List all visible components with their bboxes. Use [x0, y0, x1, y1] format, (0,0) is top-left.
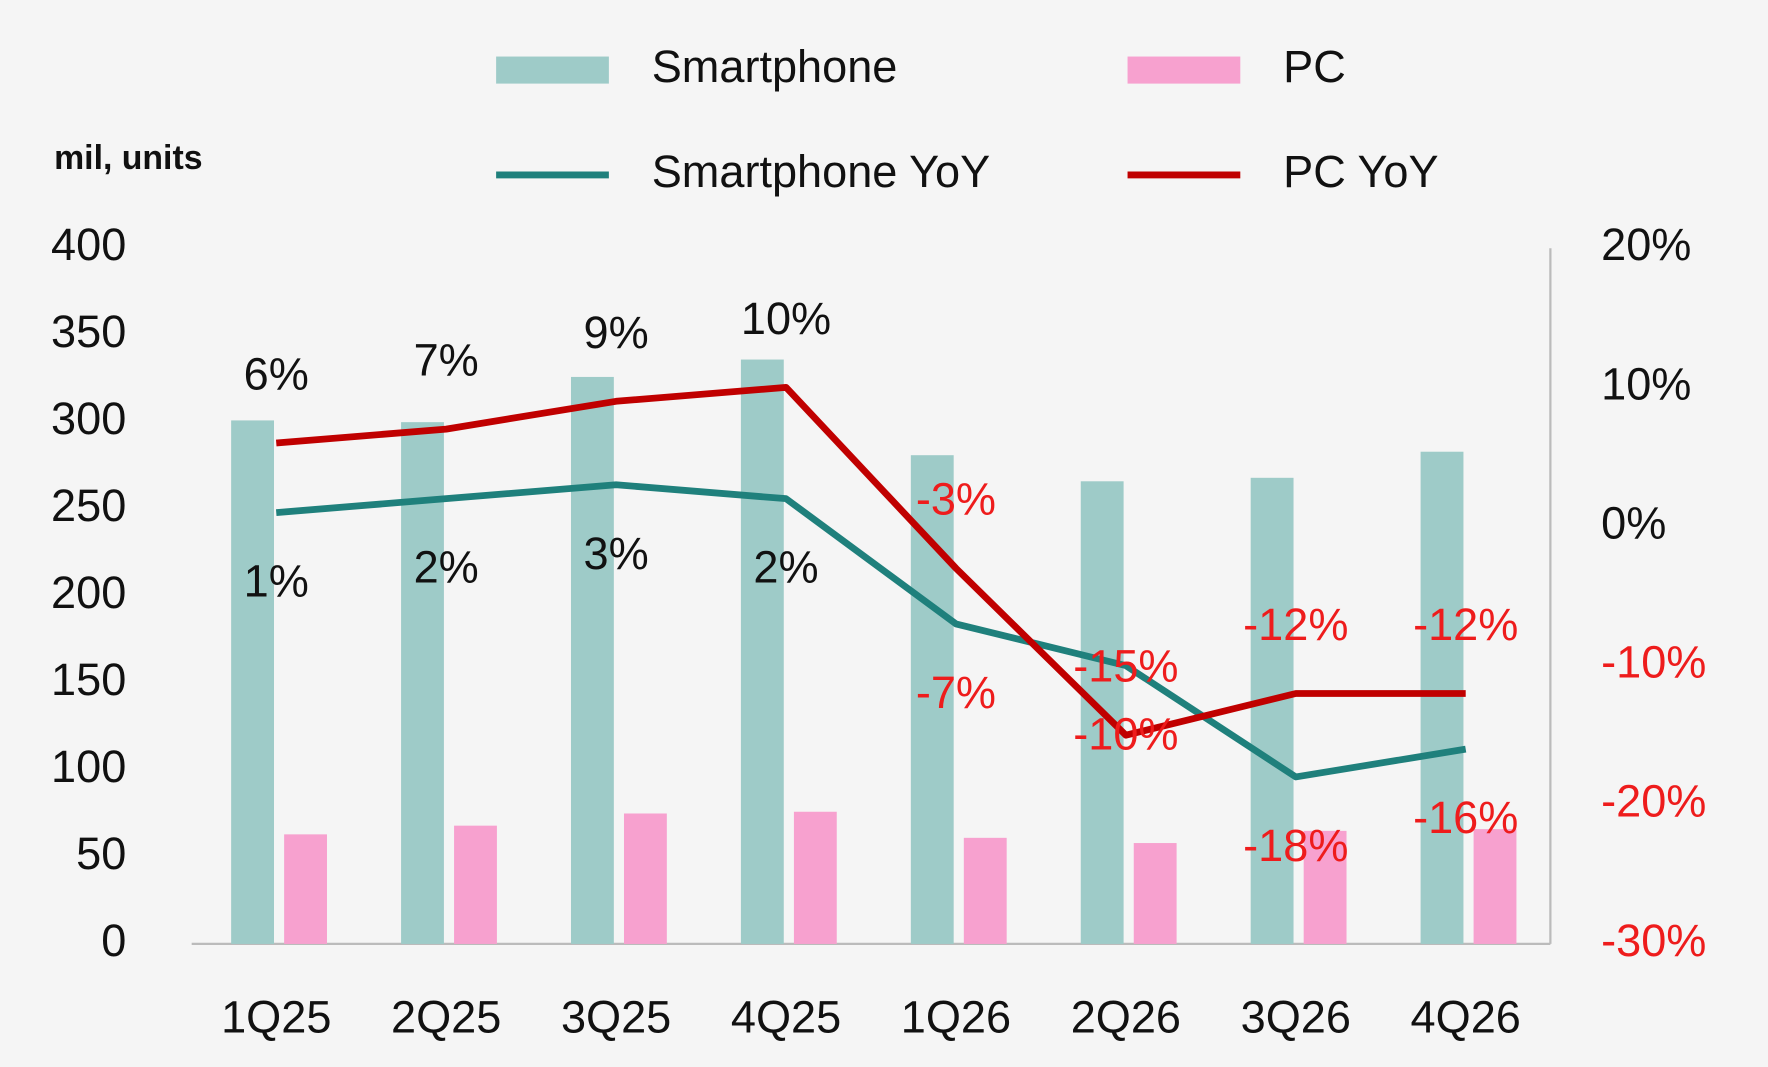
data-label: 6% — [244, 349, 309, 400]
x-tick-label: 3Q25 — [561, 992, 671, 1043]
bar — [910, 455, 954, 944]
data-label: -10% — [1073, 709, 1178, 760]
data-label: 9% — [584, 307, 649, 358]
data-label: -18% — [1243, 820, 1348, 871]
y-tick-label: 350 — [51, 306, 126, 357]
data-label: -12% — [1243, 599, 1348, 650]
y-tick-label: 100 — [51, 741, 126, 792]
legend-swatch — [1127, 56, 1241, 84]
x-tick-label: 2Q26 — [1071, 992, 1181, 1043]
bar — [623, 813, 667, 944]
data-label: 7% — [414, 335, 479, 386]
data-label: 1% — [244, 556, 309, 607]
x-tick-label: 2Q25 — [391, 992, 501, 1043]
bar — [231, 420, 274, 944]
y-tick-label: 400 — [51, 219, 126, 270]
x-tick-label: 4Q25 — [731, 992, 841, 1043]
data-label: -3% — [916, 474, 996, 525]
y-tick-label: 50 — [76, 828, 126, 879]
x-tick-label: 4Q26 — [1411, 992, 1521, 1043]
data-label: -7% — [916, 667, 996, 718]
y2-tick-label: -10% — [1601, 637, 1706, 688]
y-tick-label: 300 — [51, 393, 126, 444]
y2-tick-label: -30% — [1601, 915, 1706, 966]
y2-tick-label: 0% — [1601, 497, 1666, 548]
bar — [401, 422, 444, 944]
legend-label: Smartphone YoY — [652, 146, 990, 197]
data-label: 10% — [741, 293, 831, 344]
x-tick-label: 1Q26 — [901, 992, 1011, 1043]
bar — [1133, 843, 1177, 944]
legend-label: PC YoY — [1283, 146, 1438, 197]
y-tick-label: 0 — [101, 915, 126, 966]
y2-tick-label: 20% — [1601, 219, 1691, 270]
bar — [1303, 830, 1347, 944]
bar — [740, 359, 784, 944]
bar — [963, 837, 1007, 944]
bar — [793, 811, 837, 944]
y-axis-label: mil, units — [54, 139, 202, 177]
data-label: 2% — [414, 542, 479, 593]
bar — [1250, 477, 1294, 944]
line — [275, 481, 1467, 781]
data-label: -12% — [1413, 599, 1518, 650]
data-label: 3% — [584, 528, 649, 579]
bar — [1473, 829, 1517, 944]
bar — [454, 825, 497, 944]
legend-label: PC — [1283, 41, 1346, 92]
data-label: -16% — [1413, 792, 1518, 843]
x-tick-label: 1Q25 — [221, 992, 331, 1043]
y2-tick-label: -20% — [1601, 776, 1706, 827]
bar — [1420, 451, 1464, 944]
data-label: -15% — [1073, 641, 1178, 692]
y-tick-label: 200 — [51, 567, 126, 618]
x-tick-label: 3Q26 — [1241, 992, 1351, 1043]
y-tick-label: 150 — [51, 654, 126, 705]
line — [275, 383, 1466, 739]
y-tick-label: 250 — [51, 480, 126, 531]
legend-label: Smartphone — [652, 41, 898, 92]
bar — [284, 834, 327, 944]
y2-tick-label: 10% — [1601, 358, 1691, 409]
legend-swatch — [496, 56, 609, 84]
data-label: 2% — [753, 542, 818, 593]
bar — [570, 376, 614, 944]
